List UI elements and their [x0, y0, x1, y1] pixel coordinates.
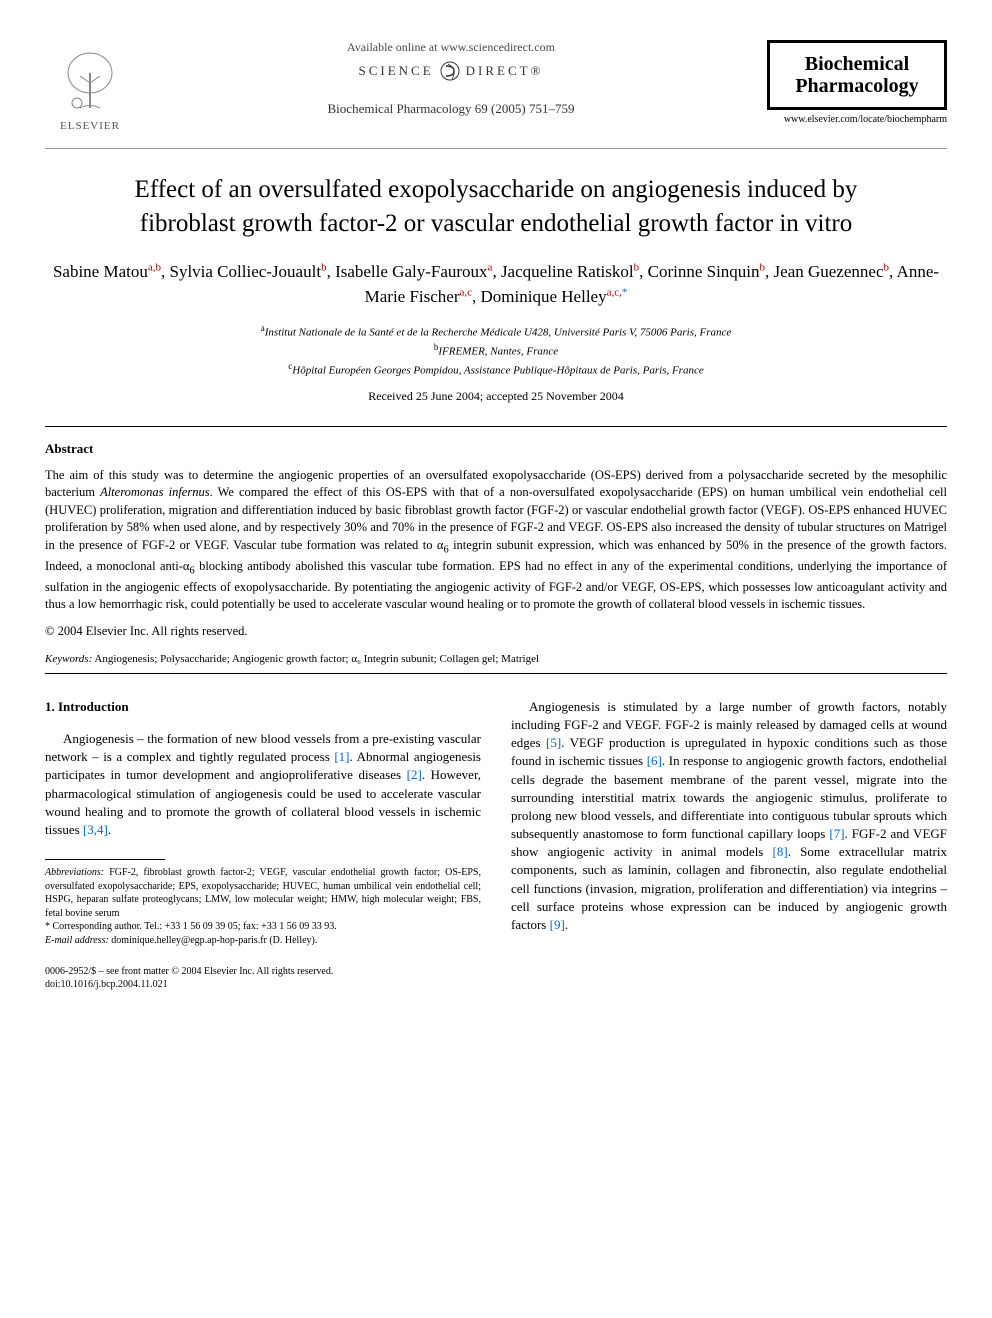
abstract-body: The aim of this study was to determine t…	[45, 467, 947, 614]
elsevier-tree-icon	[55, 48, 125, 118]
authors-list: Sabine Matoua,b, Sylvia Colliec-Jouaultb…	[45, 259, 947, 310]
footer-doi: doi:10.1016/j.bcp.2004.11.021	[45, 978, 481, 991]
sd-d-icon	[440, 61, 460, 81]
footer-copyright: 0006-2952/$ – see front matter © 2004 El…	[45, 965, 481, 978]
abstract-copyright: © 2004 Elsevier Inc. All rights reserved…	[45, 624, 947, 639]
abstract-top-rule	[45, 426, 947, 427]
footnote-rule	[45, 859, 165, 860]
affiliation-c: cHôpital Européen Georges Pompidou, Assi…	[45, 360, 947, 379]
journal-name-line1: Biochemical	[782, 53, 932, 75]
affiliation-b: bIFREMER, Nantes, France	[45, 341, 947, 360]
footnotes: Abbreviations: FGF-2, fibroblast growth …	[45, 866, 481, 947]
sd-left: SCIENCE	[359, 63, 434, 79]
affiliations: aInstitut Nationale de la Santé et de la…	[45, 322, 947, 379]
body-columns: 1. Introduction Angiogenesis – the forma…	[45, 698, 947, 991]
abstract-bottom-rule	[45, 673, 947, 674]
abstract-heading: Abstract	[45, 441, 947, 457]
email-label: E-mail address:	[45, 935, 109, 946]
available-online-text: Available online at www.sciencedirect.co…	[155, 40, 747, 55]
elsevier-logo: ELSEVIER	[45, 40, 135, 140]
left-column: 1. Introduction Angiogenesis – the forma…	[45, 698, 481, 991]
journal-title-box: Biochemical Pharmacology	[767, 40, 947, 110]
keywords-label: Keywords:	[45, 653, 92, 665]
corresponding-author: * Corresponding author. Tel.: +33 1 56 0…	[45, 920, 481, 934]
header-rule	[45, 148, 947, 149]
email-address: dominique.helley@egp.ap-hop-paris.fr (D.…	[111, 935, 317, 946]
intro-para-2: Angiogenesis is stimulated by a large nu…	[511, 698, 947, 934]
right-column: Angiogenesis is stimulated by a large nu…	[511, 698, 947, 991]
footer: 0006-2952/$ – see front matter © 2004 El…	[45, 965, 481, 991]
received-dates: Received 25 June 2004; accepted 25 Novem…	[45, 389, 947, 404]
intro-heading: 1. Introduction	[45, 698, 481, 716]
affiliation-a: aInstitut Nationale de la Santé et de la…	[45, 322, 947, 341]
keywords-text: Angiogenesis; Polysaccharide; Angiogenic…	[94, 653, 539, 665]
elsevier-label: ELSEVIER	[60, 120, 120, 132]
journal-url: www.elsevier.com/locate/biochempharm	[767, 114, 947, 125]
email-line: E-mail address: dominique.helley@egp.ap-…	[45, 934, 481, 948]
journal-box-container: Biochemical Pharmacology www.elsevier.co…	[767, 40, 947, 125]
abbreviations: Abbreviations: FGF-2, fibroblast growth …	[45, 866, 481, 920]
sciencedirect-logo: SCIENCE DIRECT®	[359, 61, 544, 81]
header-row: ELSEVIER Available online at www.science…	[45, 40, 947, 140]
sd-right: DIRECT®	[466, 63, 544, 79]
journal-name-line2: Pharmacology	[782, 75, 932, 97]
intro-para-1: Angiogenesis – the formation of new bloo…	[45, 730, 481, 839]
abbrev-text: FGF-2, fibroblast growth factor-2; VEGF,…	[45, 867, 481, 919]
center-header: Available online at www.sciencedirect.co…	[135, 40, 767, 117]
abbrev-label: Abbreviations:	[45, 867, 104, 878]
article-title: Effect of an oversulfated exopolysacchar…	[45, 173, 947, 241]
journal-reference: Biochemical Pharmacology 69 (2005) 751–7…	[155, 101, 747, 117]
keywords: Keywords: Angiogenesis; Polysaccharide; …	[45, 653, 947, 665]
